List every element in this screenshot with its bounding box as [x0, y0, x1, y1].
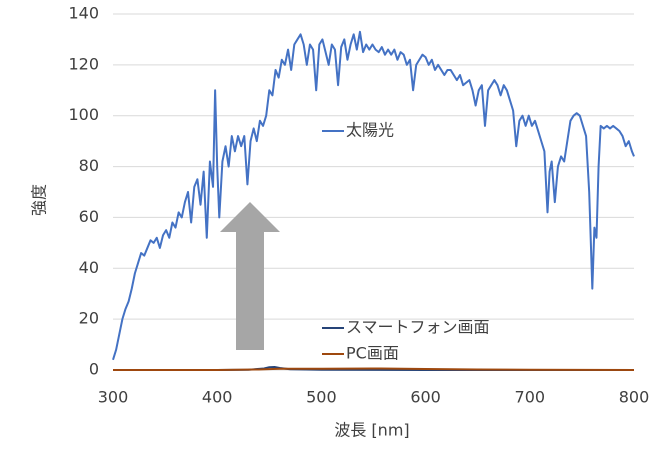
- x-tick-label: 500: [306, 388, 337, 407]
- x-tick-label: 600: [410, 388, 441, 407]
- x-tick-label: 300: [98, 388, 129, 407]
- y-tick-label: 0: [89, 360, 99, 379]
- y-tick-label: 100: [68, 105, 99, 124]
- series-line: [112, 30, 635, 361]
- y-tick-label: 60: [79, 207, 99, 226]
- legend-label: スマートフォン画面: [346, 318, 490, 337]
- legend-label: 太陽光: [346, 121, 394, 140]
- x-tick-label: 700: [515, 388, 546, 407]
- arrow: [220, 202, 280, 350]
- y-tick-label: 140: [68, 4, 99, 23]
- legend-label: PC画面: [346, 344, 399, 363]
- y-tick-label: 40: [79, 258, 99, 277]
- y-axis-label: 強度: [30, 184, 49, 216]
- x-tick-label: 800: [619, 388, 650, 407]
- x-axis-label: 波長 [nm]: [334, 421, 409, 440]
- y-tick-label: 20: [79, 309, 99, 328]
- x-tick-label: 400: [202, 388, 233, 407]
- series-line: [113, 367, 635, 371]
- y-tick-label: 120: [68, 54, 99, 73]
- y-tick-label: 80: [79, 156, 99, 175]
